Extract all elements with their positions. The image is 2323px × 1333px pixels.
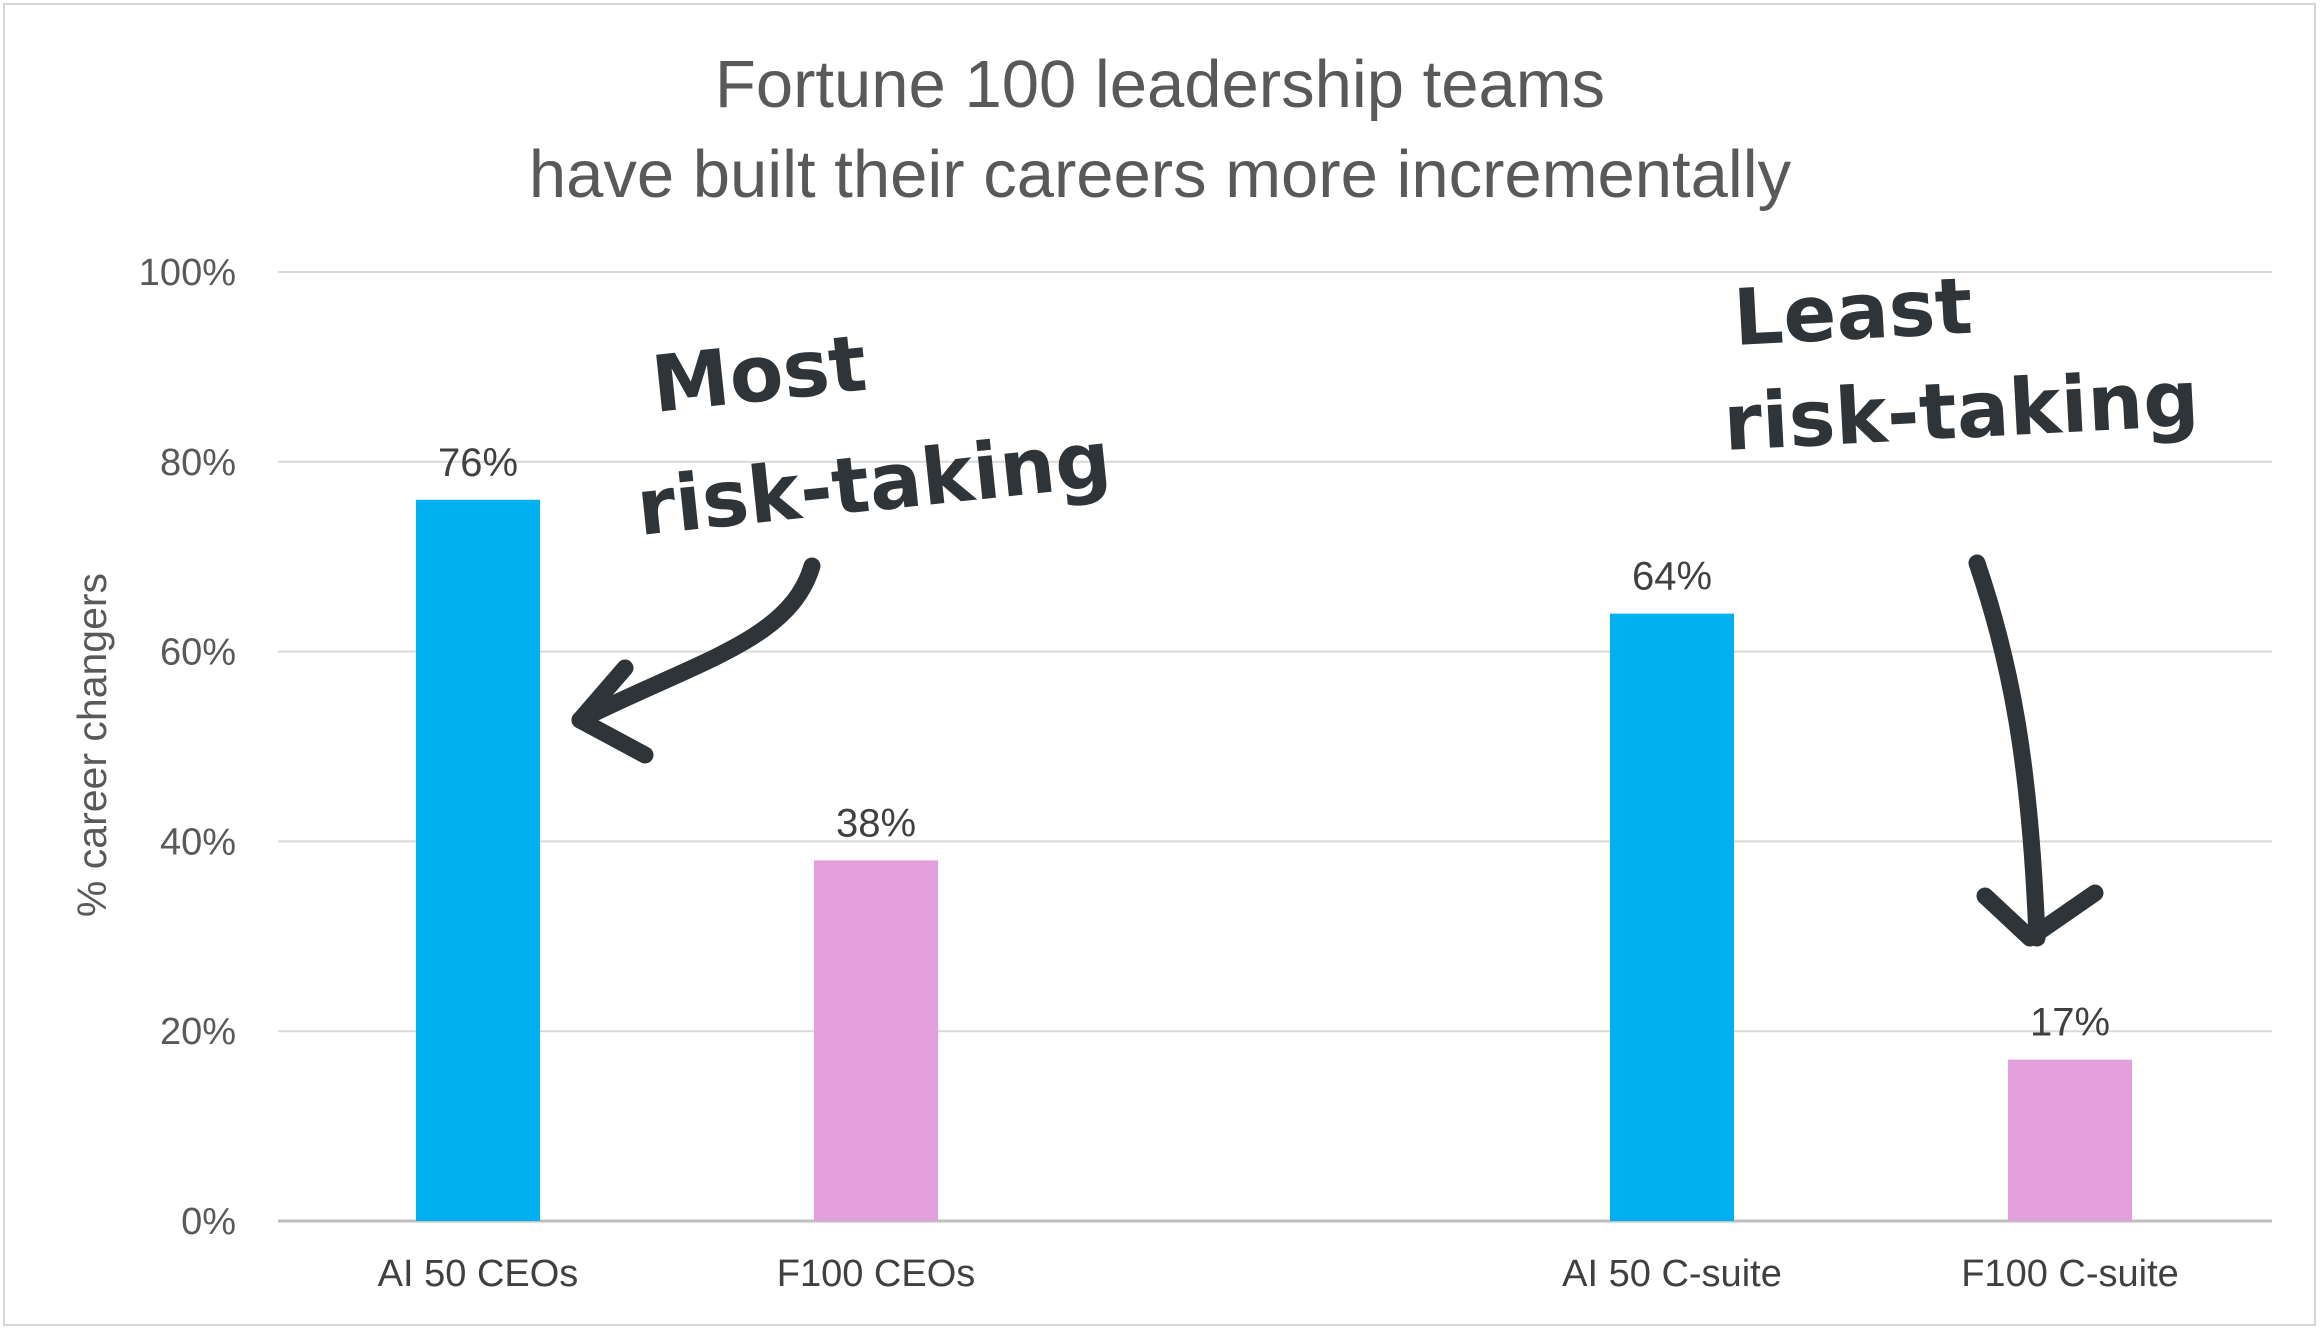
annotation-least-risk-taking: Least risk-taking <box>1721 262 2201 947</box>
y-tick-label: 20% <box>160 1011 236 1053</box>
bar <box>416 499 540 1221</box>
bar <box>2008 1059 2132 1221</box>
y-tick-label: 80% <box>160 442 236 484</box>
bar <box>1610 613 1734 1221</box>
data-labels: 76% 38% 64% 17% <box>438 441 2110 1045</box>
chart-title-line-2: have built their careers more incrementa… <box>529 137 1792 212</box>
annotation-2-line-2: risk-taking <box>1721 354 2201 469</box>
data-label: 38% <box>836 801 916 845</box>
chart-frame <box>3 3 2316 1326</box>
y-tick-label: 40% <box>160 821 236 863</box>
gridlines <box>278 271 2272 1223</box>
data-label: 17% <box>2030 1001 2110 1045</box>
category-label: AI 50 CEOs <box>378 1253 579 1295</box>
data-label: 76% <box>438 441 518 485</box>
category-labels: AI 50 CEOs F100 CEOs AI 50 C-suite F100 C-s… <box>378 1253 2179 1295</box>
annotation-2-line-1: Least <box>1731 262 1974 364</box>
annotation-2-arrow-shaft <box>1968 554 2046 947</box>
y-tick-label: 60% <box>160 632 236 674</box>
y-tick-label: 100% <box>139 252 236 294</box>
category-label: F100 CEOs <box>777 1253 976 1295</box>
bars <box>416 499 2132 1221</box>
annotation-2-arrowhead <box>1976 884 2104 947</box>
annotation-1-arrow-shaft <box>571 557 821 729</box>
y-axis-label: % career changers <box>69 573 115 917</box>
category-label: F100 C-suite <box>1961 1253 2179 1295</box>
category-label: AI 50 C-suite <box>1562 1253 1782 1295</box>
annotation-1-arrowhead <box>571 659 654 764</box>
annotation-most-risk-taking: Most risk-taking <box>571 319 1116 764</box>
annotation-1-line-1: Most <box>648 319 871 431</box>
chart-title-line-1: Fortune 100 leadership teams <box>715 47 1605 122</box>
bar <box>814 860 938 1221</box>
annotation-1-line-2: risk-taking <box>633 415 1116 554</box>
y-axis-ticks: 0% 20% 40% 60% 80% 100% <box>139 252 236 1243</box>
data-label: 64% <box>1632 555 1712 599</box>
y-tick-label: 0% <box>181 1201 236 1243</box>
